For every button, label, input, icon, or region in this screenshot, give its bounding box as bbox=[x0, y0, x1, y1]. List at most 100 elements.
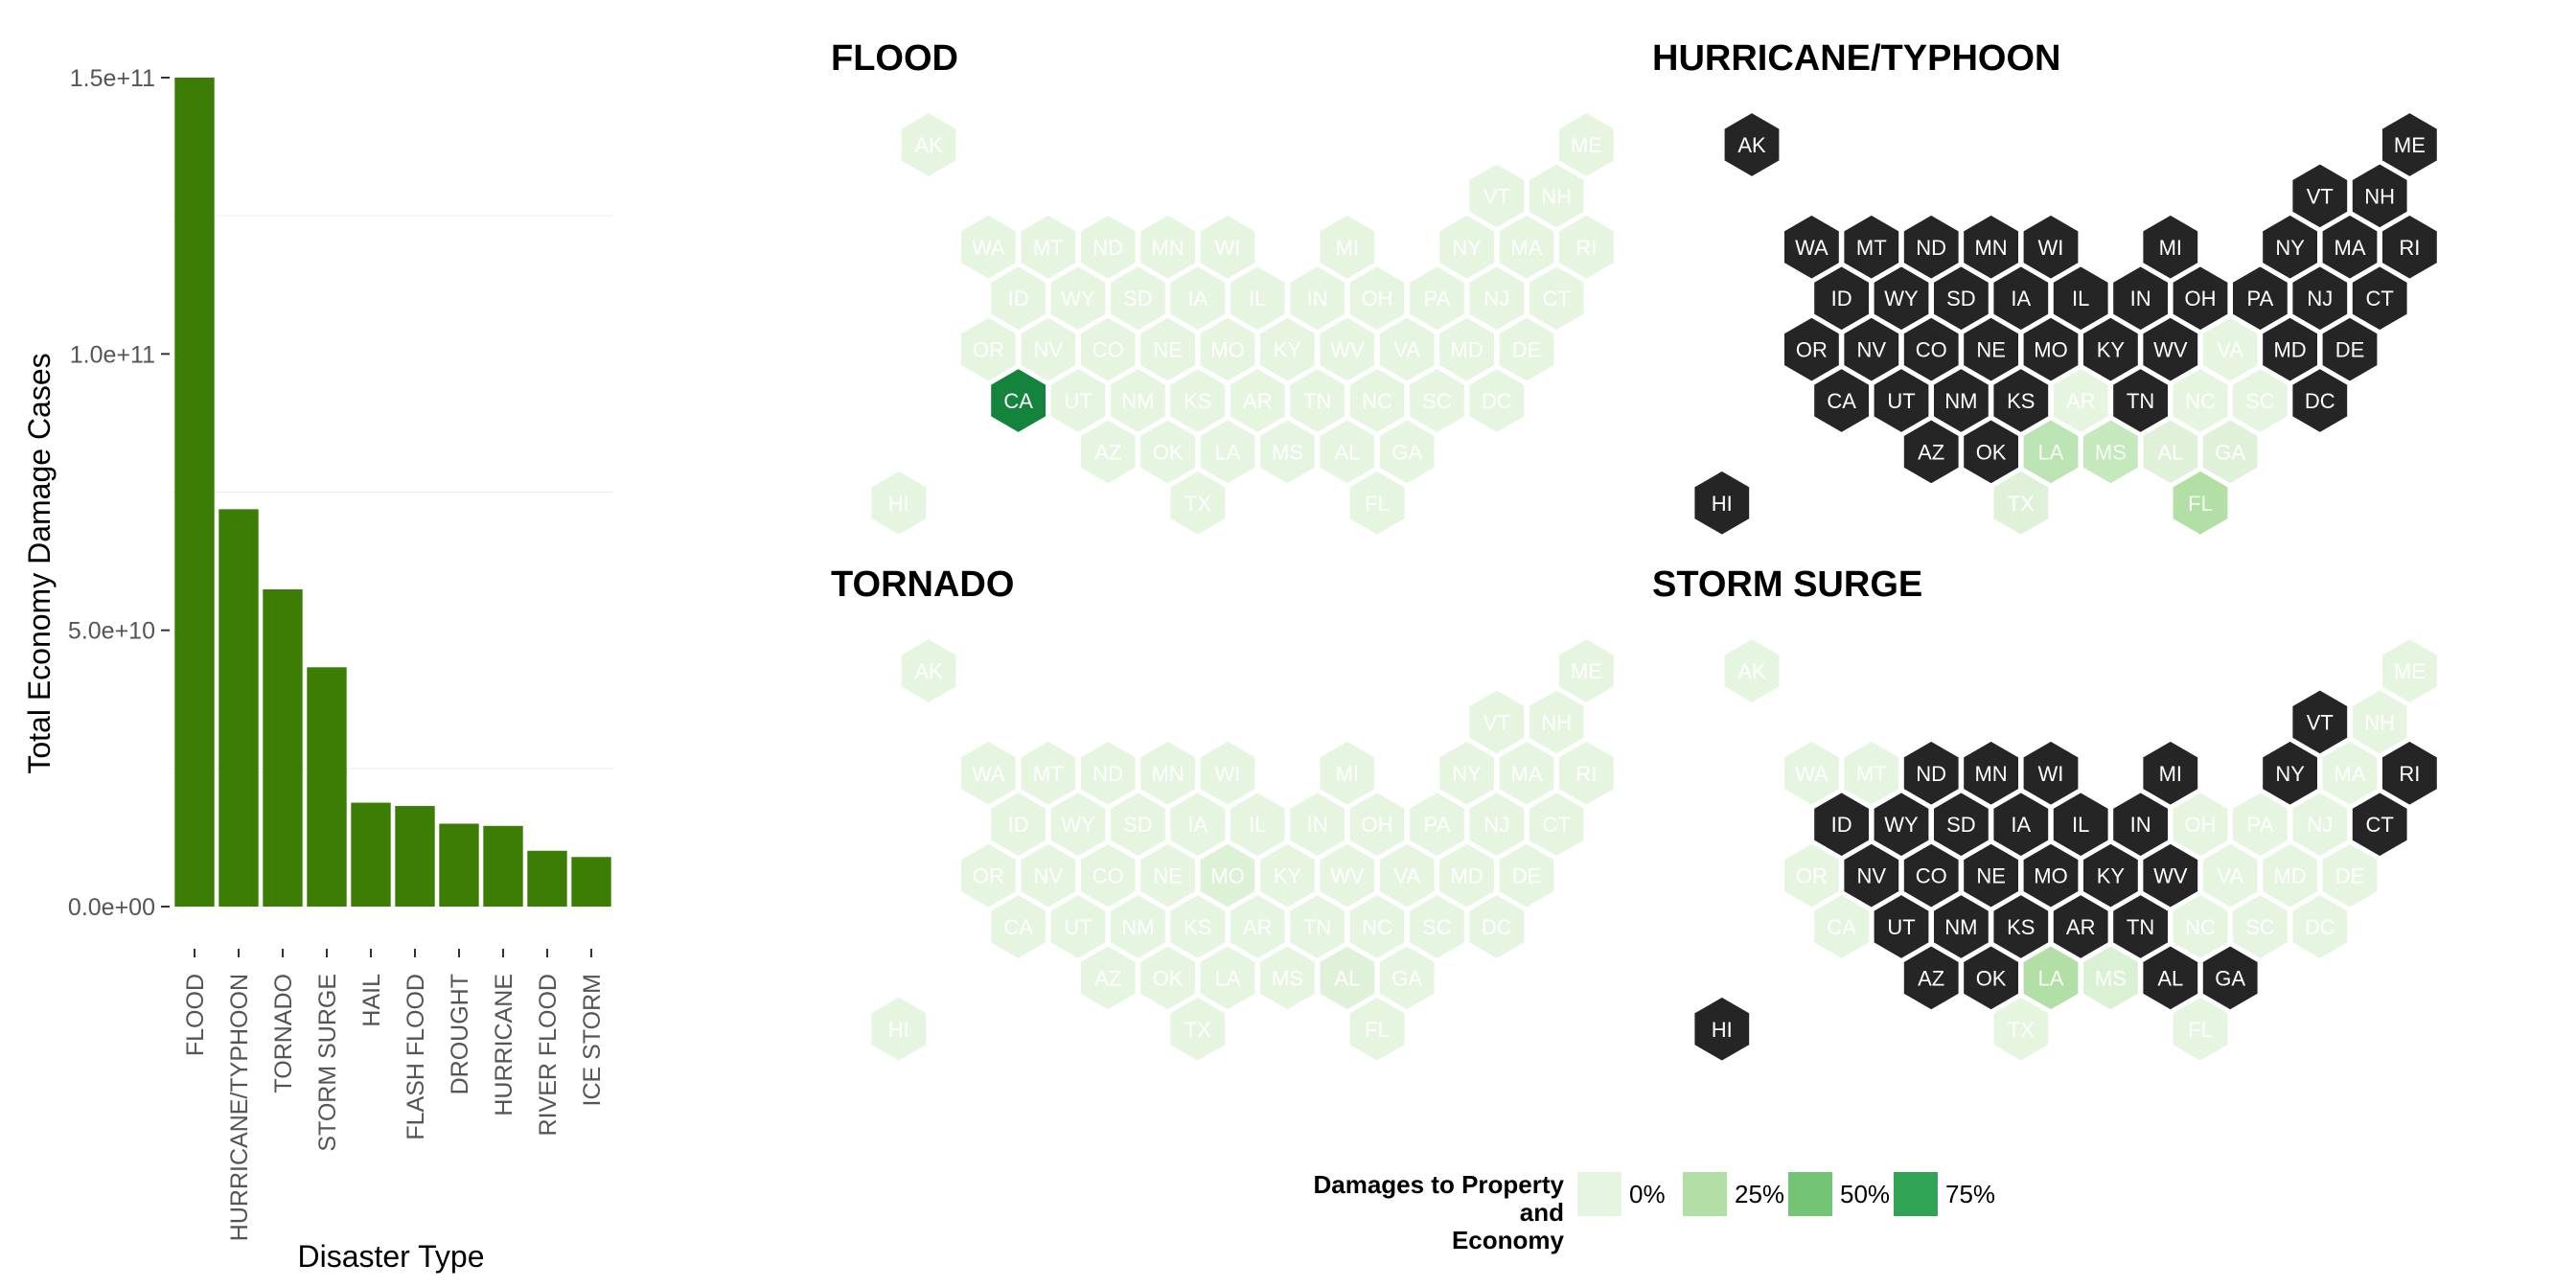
state-label: MO bbox=[2034, 864, 2067, 888]
state-hex bbox=[1019, 739, 1078, 807]
state-hex bbox=[1438, 315, 1496, 383]
state-tile-ne: NE bbox=[1138, 315, 1197, 383]
state-label: UT bbox=[1064, 915, 1092, 939]
state-hex bbox=[1377, 418, 1437, 486]
state-hex bbox=[1138, 213, 1197, 281]
state-tile-mo: MO bbox=[2021, 315, 2081, 383]
state-label: CA bbox=[1827, 389, 1856, 413]
state-tile-vt: VT bbox=[2290, 162, 2350, 230]
state-label: ME bbox=[2394, 133, 2426, 157]
state-tile-sd: SD bbox=[1932, 264, 1990, 333]
state-label: NJ bbox=[2307, 287, 2333, 310]
state-tile-mt: MT bbox=[1842, 213, 1901, 281]
state-label: FL bbox=[1365, 492, 1390, 516]
state-label: ID bbox=[1831, 813, 1852, 837]
state-hex bbox=[1932, 366, 1990, 435]
state-label: WY bbox=[1884, 287, 1919, 310]
state-hex bbox=[1812, 366, 1871, 435]
state-tile-ks: KS bbox=[1991, 366, 2051, 435]
state-label: MA bbox=[2334, 236, 2366, 260]
bar-x-tick-label: STORM SURGE bbox=[314, 974, 341, 1152]
state-hex bbox=[2350, 162, 2409, 230]
state-hex bbox=[989, 366, 1047, 435]
state-hex bbox=[1408, 264, 1466, 333]
state-hex bbox=[2380, 213, 2439, 281]
state-tile-ak: AK bbox=[1722, 636, 1782, 705]
state-tile-ut: UT bbox=[1872, 366, 1931, 435]
state-label: AZ bbox=[1094, 440, 1121, 464]
state-hex bbox=[1109, 892, 1167, 961]
state-tile-nm: NM bbox=[1932, 366, 1990, 435]
state-tile-nv: NV bbox=[1019, 841, 1078, 909]
state-label: FL bbox=[2188, 1018, 2213, 1042]
state-tile-md: MD bbox=[1438, 841, 1496, 909]
state-label: VT bbox=[2307, 710, 2334, 734]
bar-river-flood bbox=[527, 850, 567, 907]
state-tile-la: LA bbox=[1198, 418, 1257, 486]
state-tile-wy: WY bbox=[1872, 264, 1931, 333]
state-label: ND bbox=[1916, 236, 1946, 260]
bar-x-tick-label: ICE STORM bbox=[579, 974, 606, 1106]
state-label: FL bbox=[2188, 492, 2213, 516]
state-tile-nd: ND bbox=[1078, 213, 1138, 281]
state-tile-fl: FL bbox=[1347, 469, 1407, 537]
state-tile-nv: NV bbox=[1019, 315, 1078, 383]
state-label: HI bbox=[1712, 492, 1733, 516]
state-label: SD bbox=[1946, 287, 1976, 310]
state-label: HI bbox=[1712, 1018, 1733, 1042]
state-hex bbox=[1527, 264, 1586, 333]
state-tile-md: MD bbox=[2261, 841, 2319, 909]
state-hex bbox=[2111, 366, 2170, 435]
legend-label: 0% bbox=[1629, 1180, 1666, 1208]
state-tile-tn: TN bbox=[1288, 892, 1346, 961]
state-hex bbox=[1467, 892, 1527, 961]
state-label: DE bbox=[2335, 864, 2365, 888]
state-hex bbox=[1962, 213, 2020, 281]
state-hex bbox=[2380, 110, 2439, 179]
state-hex bbox=[1872, 264, 1931, 333]
state-tile-tx: TX bbox=[1168, 469, 1228, 537]
state-tile-wy: WY bbox=[1048, 264, 1108, 333]
state-label: UT bbox=[1064, 389, 1092, 413]
state-hex bbox=[1377, 944, 1437, 1012]
legend-title-line: and bbox=[1519, 1198, 1564, 1227]
state-hex bbox=[1198, 213, 1257, 281]
state-tile-or: OR bbox=[1782, 315, 1841, 383]
state-tile-nd: ND bbox=[1901, 739, 1961, 807]
state-hex bbox=[1842, 841, 1901, 909]
state-label: GA bbox=[1392, 966, 1422, 990]
state-tile-nd: ND bbox=[1078, 739, 1138, 807]
state-hex bbox=[1168, 264, 1228, 333]
state-tile-ct: CT bbox=[2350, 264, 2409, 333]
state-tile-ut: UT bbox=[1872, 892, 1931, 961]
state-hex bbox=[1228, 366, 1287, 435]
state-label: DC bbox=[1482, 389, 1512, 413]
state-hex bbox=[2051, 264, 2110, 333]
state-tile-wv: WV bbox=[1318, 315, 1377, 383]
state-tile-nm: NM bbox=[1109, 366, 1167, 435]
state-hex bbox=[1962, 315, 2020, 383]
state-hex bbox=[959, 315, 1018, 383]
state-label: NH bbox=[2364, 184, 2395, 208]
state-tile-de: DE bbox=[2320, 841, 2380, 909]
state-label: AL bbox=[1334, 966, 1360, 990]
state-label: NE bbox=[1153, 864, 1183, 888]
state-label: NC bbox=[1362, 389, 1392, 413]
state-label: SD bbox=[1123, 813, 1153, 837]
state-tile-md: MD bbox=[2261, 315, 2319, 383]
state-label: SC bbox=[2245, 915, 2275, 939]
state-tile-id: ID bbox=[989, 791, 1047, 859]
state-label: WY bbox=[1884, 813, 1919, 837]
state-tile-ny: NY bbox=[2261, 213, 2319, 281]
state-tile-ma: MA bbox=[2320, 739, 2380, 807]
state-label: MO bbox=[1210, 338, 1244, 362]
state-label: WV bbox=[2153, 864, 2188, 888]
state-hex bbox=[1901, 841, 1961, 909]
state-hex bbox=[1527, 791, 1586, 859]
state-tile-tn: TN bbox=[2111, 366, 2170, 435]
state-label: MN bbox=[1151, 236, 1184, 260]
state-label: KS bbox=[2007, 389, 2035, 413]
state-label: HI bbox=[888, 1018, 909, 1042]
state-hex bbox=[2082, 944, 2140, 1012]
state-tile-ne: NE bbox=[1962, 315, 2020, 383]
